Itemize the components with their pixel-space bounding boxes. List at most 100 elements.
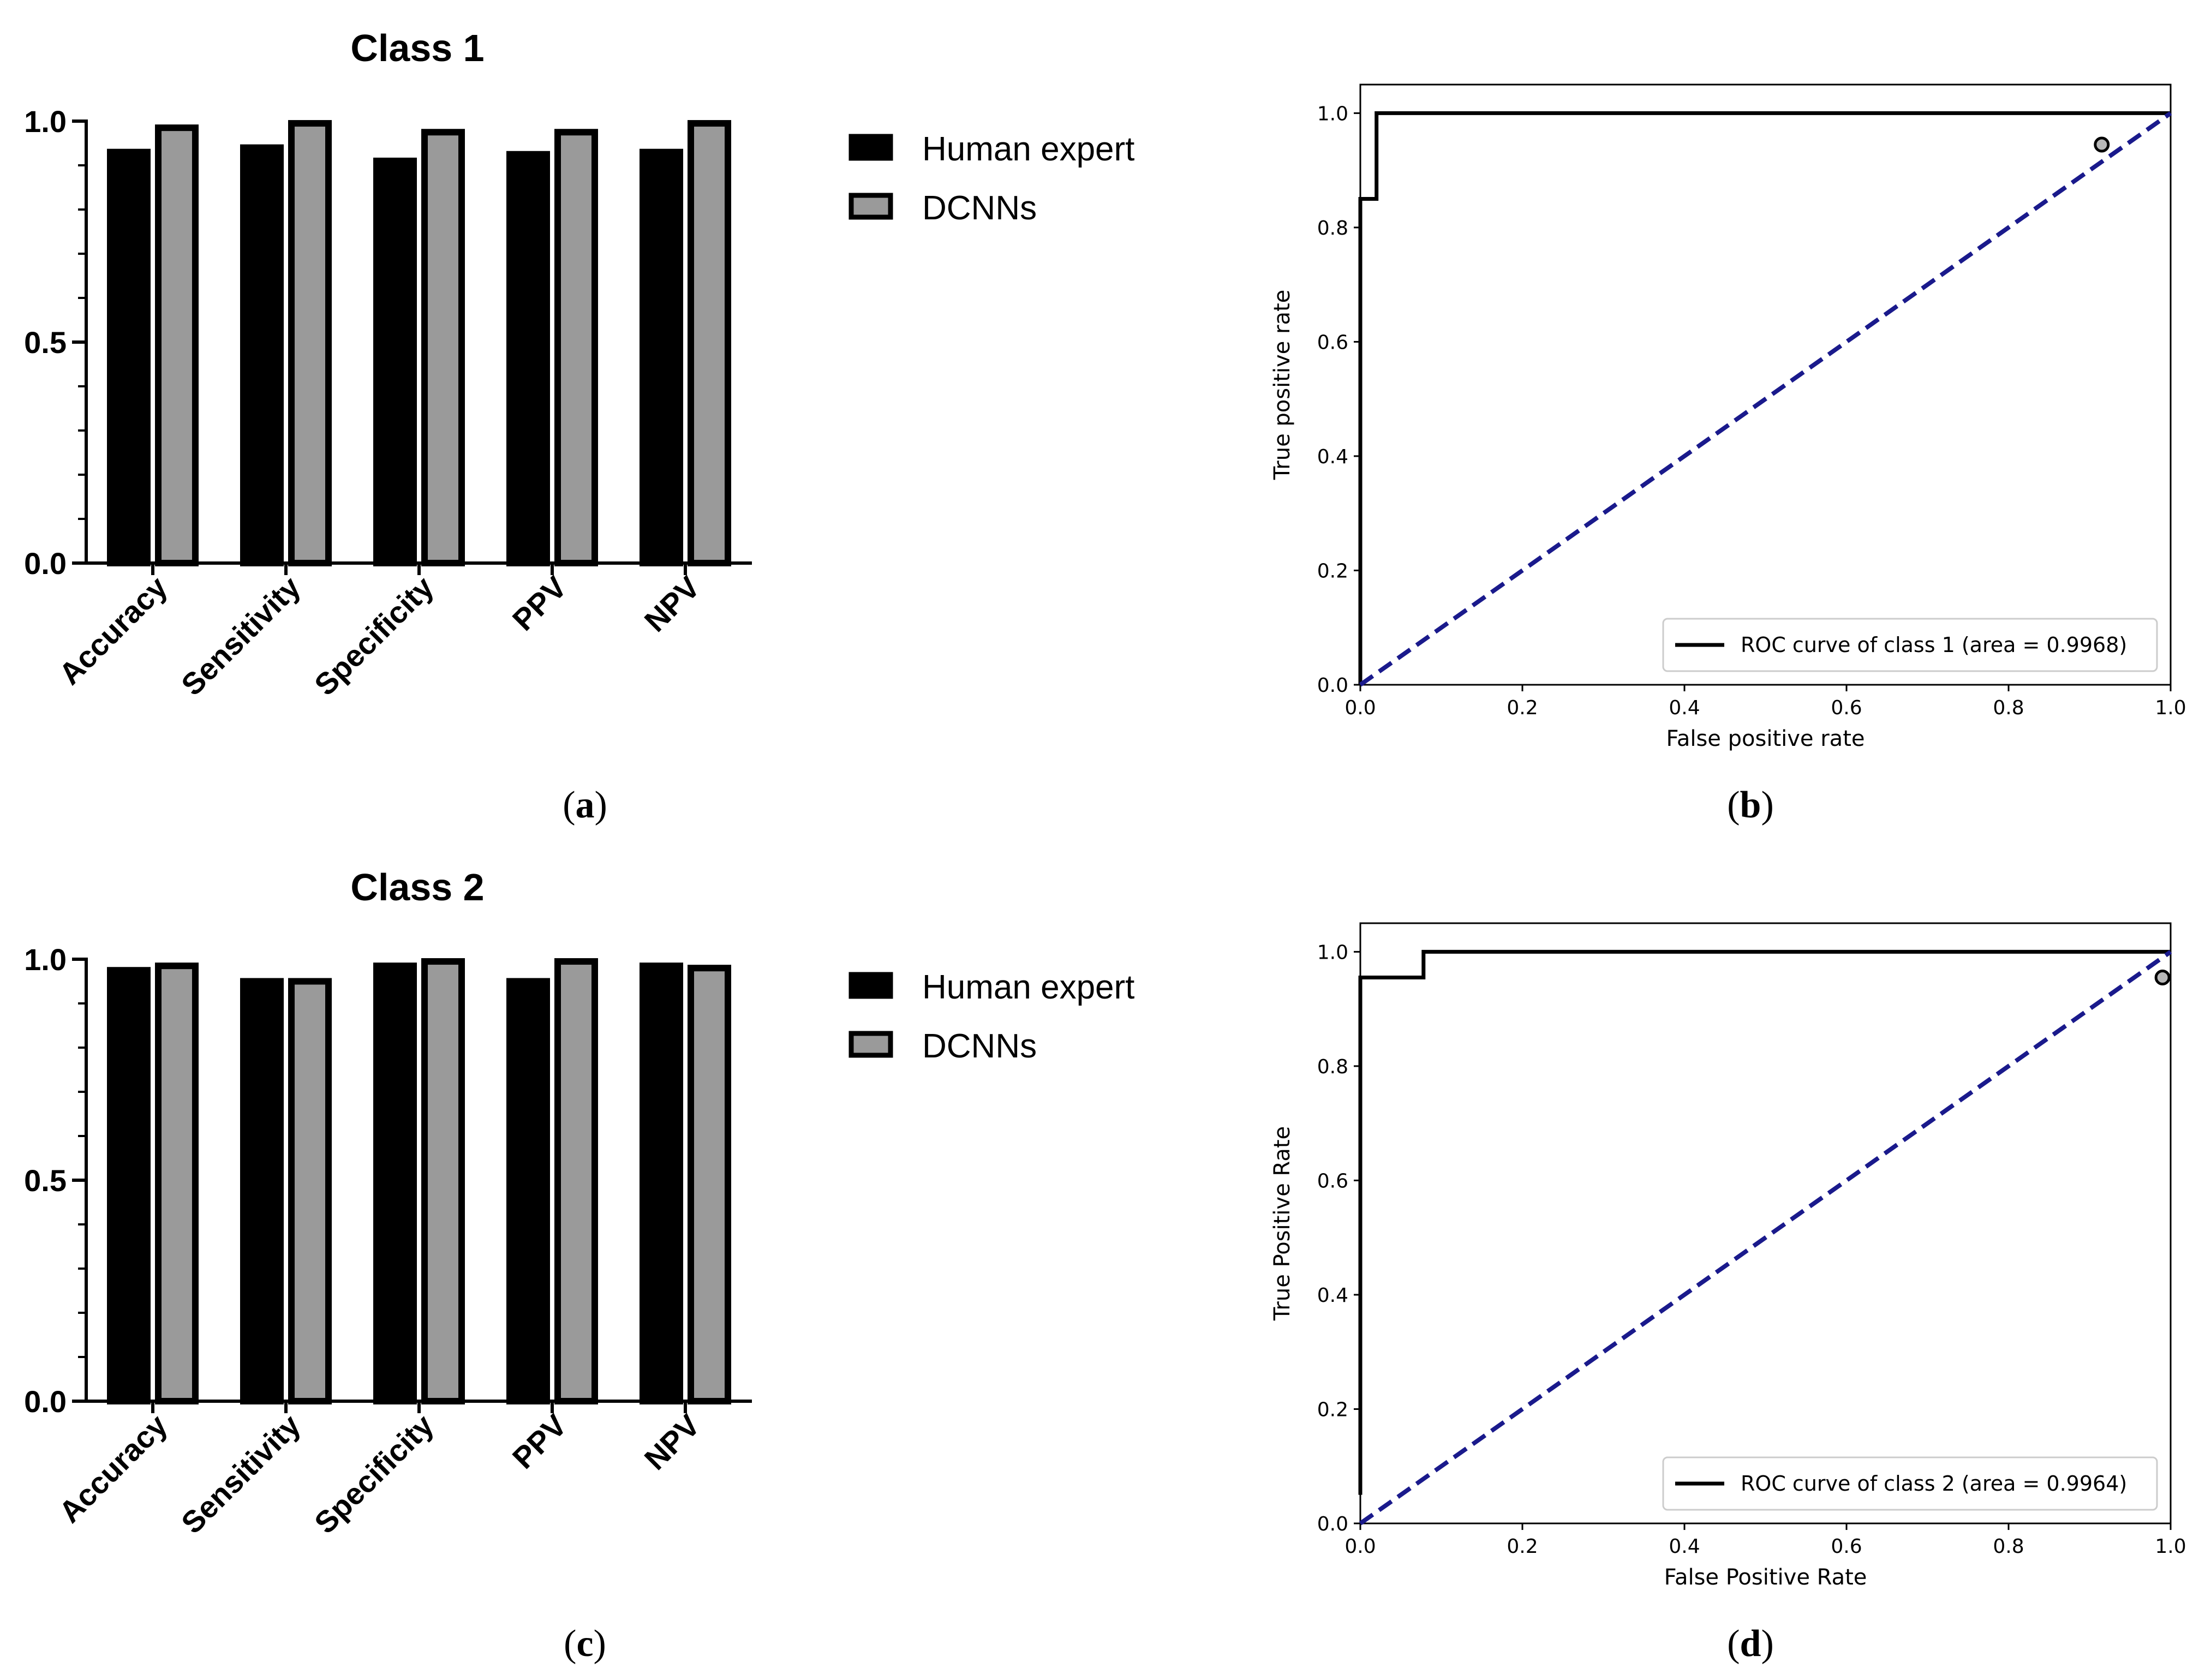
x-tick-label: 0.4 [1669, 697, 1700, 719]
x-tick-label: 1.0 [2155, 1535, 2186, 1558]
bar-human-expert-accuracy [107, 967, 151, 1404]
y-tick-label: 0.0 [24, 1384, 67, 1419]
x-axis-label: False Positive Rate [1664, 1565, 1867, 1590]
panel-label-open: ( [1727, 1623, 1740, 1665]
y-tick-label: 1.0 [1317, 941, 1348, 964]
panel-label-open: ( [563, 784, 575, 826]
operating-point-marker [2094, 136, 2110, 153]
y-tick-label: 1.0 [24, 942, 67, 977]
bar-dcnns-npv [688, 120, 731, 567]
panel-label-letter: b [1740, 784, 1761, 826]
y-tick-label: 0.8 [1317, 217, 1348, 240]
y-tick-label: 0.5 [24, 1163, 67, 1198]
x-tick-label: 1.0 [2155, 697, 2186, 719]
y-tick-label: 0.4 [1317, 1284, 1348, 1307]
legend-label: DCNNs [922, 1027, 1037, 1065]
legend-swatch [848, 193, 893, 220]
x-tick-label: PPV [506, 570, 573, 637]
x-tick-label: PPV [506, 1408, 573, 1475]
x-axis-label: False positive rate [1666, 726, 1865, 751]
x-tick-label: NPV [638, 570, 707, 638]
panel-label-close: ) [1761, 784, 1773, 826]
bar-chart-panel-a: Class 1 Accuracy Sensitivity Specificity PPV… [24, 27, 1134, 702]
panel-label-open: ( [1727, 784, 1740, 826]
legend-box [1662, 618, 2158, 672]
x-tick-label: Accuracy [52, 570, 174, 691]
bar-human-expert-accuracy [107, 148, 151, 566]
chart-title: Class 1 [350, 27, 484, 69]
x-tick-label: 0.2 [1507, 697, 1538, 719]
panel-label: (a) [563, 784, 607, 826]
plot-frame [1359, 83, 2172, 686]
bar-human-expert-specificity [373, 962, 417, 1404]
bar-dcnns-sensitivity [288, 120, 332, 567]
x-tick-label: Specificity [308, 570, 440, 702]
y-tick-label: 1.0 [24, 104, 67, 139]
panel-label-letter: c [576, 1623, 593, 1665]
bar-human-expert-sensitivity [240, 978, 284, 1404]
y-tick-label: 0.0 [1317, 1513, 1348, 1535]
x-tick-label: Sensitivity [175, 1408, 307, 1540]
panel-label-letter: a [576, 784, 595, 826]
panel-label-close: ) [1761, 1623, 1773, 1665]
bar-dcnns-sensitivity [288, 978, 332, 1404]
legend-label: ROC curve of class 1 (area = 0.9968) [1741, 633, 2127, 657]
y-tick-label: 0.2 [1317, 1398, 1348, 1421]
panel-label-close: ) [594, 1623, 606, 1665]
x-tick-label: 0.0 [1345, 1535, 1376, 1558]
bar-dcnns-specificity [421, 958, 465, 1405]
chance-diagonal-line [1359, 950, 2172, 1526]
x-tick-label: 0.8 [1993, 1535, 2024, 1558]
x-tick-label: 0.6 [1831, 697, 1862, 719]
roc-chart-panel-d: 0.0 0.2 0.4 0.6 0.8 1.0 0.0 0.2 0.4 0.6 0.8 1.0 Fals… [1270, 922, 2186, 1590]
panel-label-letter: d [1740, 1623, 1761, 1665]
legend-label: ROC curve of class 2 (area = 0.9964) [1741, 1472, 2127, 1496]
x-tick-label: 0.0 [1345, 697, 1376, 719]
x-tick-label: 0.4 [1669, 1535, 1700, 1558]
panel-label-close: ) [595, 784, 607, 826]
legend-label: Human expert [922, 130, 1134, 168]
bar-dcnns-npv [688, 965, 731, 1404]
x-tick-label: Specificity [308, 1408, 440, 1540]
bar-human-expert-ppv [506, 978, 550, 1404]
panel-label: (b) [1727, 784, 1774, 826]
y-tick-label: 0.2 [1317, 560, 1348, 582]
y-tick-label: 0.6 [1317, 331, 1348, 354]
bar-human-expert-npv [640, 962, 683, 1404]
chance-diagonal-line [1359, 111, 2172, 687]
legend-swatch [848, 134, 893, 161]
y-tick-label: 1.0 [1317, 103, 1348, 125]
panel-label: (d) [1727, 1623, 1774, 1665]
y-tick-label: 0.8 [1317, 1056, 1348, 1078]
bar-dcnns-accuracy [155, 124, 199, 566]
chart-title: Class 2 [350, 866, 484, 908]
bar-human-expert-sensitivity [240, 144, 284, 567]
bar-human-expert-specificity [373, 157, 417, 566]
panel-label-open: ( [564, 1623, 576, 1665]
bar-human-expert-ppv [506, 151, 550, 566]
y-tick-label: 0.5 [24, 325, 67, 360]
legend-swatch [848, 972, 893, 999]
y-axis-label: True Positive Rate [1270, 1126, 1295, 1321]
plot-frame [1359, 922, 2172, 1524]
bar-dcnns-ppv [554, 958, 598, 1405]
roc-chart-panel-b: 0.0 0.2 0.4 0.6 0.8 1.0 0.0 0.2 0.4 0.6 0.8 1.0 Fals… [1270, 83, 2186, 751]
x-tick-label: Sensitivity [175, 570, 307, 702]
y-tick-label: 0.0 [24, 546, 67, 581]
legend-label: Human expert [922, 968, 1134, 1006]
bar-chart-panel-c: Class 2 Accuracy Sensitivity Specificity PPV… [24, 866, 1134, 1540]
x-tick-label: 0.6 [1831, 1535, 1862, 1558]
panel-label: (c) [564, 1623, 606, 1665]
bar-dcnns-ppv [554, 129, 598, 566]
y-tick-label: 0.0 [1317, 674, 1348, 697]
roc-curve-line [1358, 949, 2171, 1495]
bar-dcnns-accuracy [155, 962, 199, 1404]
legend-box [1662, 1456, 2158, 1511]
operating-point-marker [2154, 970, 2171, 986]
legend-label: DCNNs [922, 189, 1037, 227]
y-tick-label: 0.6 [1317, 1170, 1348, 1192]
x-tick-label: Accuracy [52, 1408, 174, 1529]
legend-swatch [848, 1031, 893, 1058]
